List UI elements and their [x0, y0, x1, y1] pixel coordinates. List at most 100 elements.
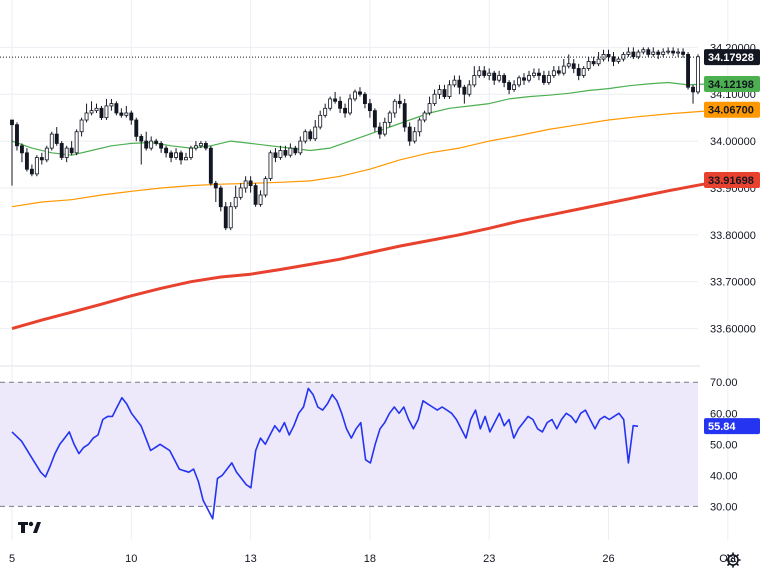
- candle-body: [10, 119, 14, 126]
- price-tick-label: 33.70000: [710, 277, 756, 289]
- candle-body: [358, 91, 362, 95]
- ma-value-badge: 33.91698: [708, 175, 754, 187]
- candle-body: [556, 70, 561, 74]
- candle-body: [651, 51, 656, 55]
- candle-body: [179, 152, 183, 161]
- candle-body: [54, 133, 59, 144]
- candle-body: [686, 54, 690, 88]
- candle-body: [164, 147, 169, 154]
- candle-body: [646, 49, 651, 55]
- candle-body: [576, 68, 581, 76]
- candle-body: [223, 206, 228, 229]
- candle-body: [218, 187, 223, 208]
- candle-body: [666, 50, 671, 53]
- candle-body: [15, 124, 19, 147]
- candle-body: [243, 180, 248, 189]
- candle-body: [288, 147, 293, 156]
- candle-body: [238, 187, 243, 198]
- candle-body: [527, 75, 531, 81]
- candle-body: [29, 168, 34, 175]
- candle-body: [39, 157, 44, 161]
- candle-body: [303, 131, 308, 142]
- ma-orange-line: [11, 109, 728, 208]
- candle-body: [24, 152, 29, 170]
- candle-body: [49, 133, 54, 149]
- candle-body: [154, 140, 159, 144]
- candle-body: [367, 103, 372, 112]
- candle-body: [427, 103, 432, 114]
- time-tick-label: 23: [483, 553, 495, 565]
- ma-value-badge: 34.12198: [708, 79, 754, 91]
- candle-body: [457, 79, 462, 88]
- candle-body: [119, 112, 124, 116]
- candle-body: [442, 89, 447, 97]
- candle-body: [596, 58, 601, 65]
- candle-body: [631, 51, 636, 58]
- ma-value-badge-bg: [704, 101, 760, 118]
- candle-body: [323, 107, 328, 116]
- candle-body: [392, 100, 397, 114]
- candle-body: [591, 61, 596, 65]
- rsi-tick-label: 70.00: [710, 377, 738, 389]
- candle-body: [502, 75, 507, 83]
- candle-body: [656, 51, 661, 55]
- candle-body: [512, 84, 517, 90]
- candle-body: [566, 63, 571, 67]
- price-tick-label: 34.10000: [710, 89, 756, 101]
- time-axis[interactable]: 5 10 13 18 23 26 Oct: [9, 553, 736, 565]
- rsi-value-badge-bg: [704, 418, 760, 435]
- candle-body: [333, 98, 338, 102]
- candle-body: [447, 84, 452, 97]
- candle-body: [422, 112, 427, 121]
- candle-body: [571, 63, 576, 69]
- rsi-axis[interactable]: 70.00 60.00 50.00 40.00 30.00: [710, 377, 738, 513]
- rsi-tick-label: 60.00: [710, 408, 738, 420]
- candle-body: [34, 157, 39, 175]
- candle-body: [328, 98, 333, 109]
- candle-body: [482, 70, 487, 76]
- ma-green-line: [11, 81, 728, 156]
- candle-body: [626, 51, 631, 55]
- candle-body: [551, 70, 556, 76]
- rsi-tick-label: 30.00: [710, 501, 738, 513]
- candle-body: [89, 110, 94, 114]
- candle-body: [492, 72, 497, 81]
- candle-body: [278, 150, 283, 158]
- candle-body: [298, 140, 303, 154]
- candle-body: [407, 126, 412, 142]
- candle-body: [546, 75, 551, 83]
- candle-body: [681, 51, 686, 55]
- candle-body: [586, 61, 591, 69]
- tradingview-logo-icon[interactable]: [16, 518, 42, 536]
- time-tick-label: 18: [364, 553, 376, 565]
- candle-body: [676, 51, 681, 54]
- candle-body: [671, 50, 676, 54]
- price-tick-label: 34.00000: [710, 136, 756, 148]
- candle-body: [611, 56, 616, 62]
- candle-body: [536, 72, 541, 76]
- candle-body: [517, 77, 521, 86]
- candle-body: [253, 185, 258, 205]
- price-tick-label: 33.80000: [710, 230, 756, 242]
- time-tick-label: 13: [244, 553, 256, 565]
- candle-body: [641, 49, 646, 53]
- candle-body: [213, 182, 218, 189]
- rsi-line: [11, 387, 639, 520]
- candle-body: [338, 100, 343, 109]
- rsi-band-fill: [0, 382, 698, 507]
- moving-averages: [11, 81, 729, 331]
- candle-body: [293, 147, 298, 154]
- candle-body: [397, 100, 402, 105]
- last-price-badge-bg: [704, 49, 760, 66]
- candle-body: [104, 105, 109, 119]
- candle-body: [343, 107, 347, 114]
- candle-body: [472, 75, 477, 86]
- candle-body: [412, 131, 417, 142]
- candle-body: [273, 152, 278, 158]
- candle-body: [541, 75, 546, 83]
- gear-icon[interactable]: [725, 552, 741, 568]
- candle-body: [661, 51, 666, 55]
- candle-body: [691, 86, 695, 93]
- candle-body: [134, 119, 139, 137]
